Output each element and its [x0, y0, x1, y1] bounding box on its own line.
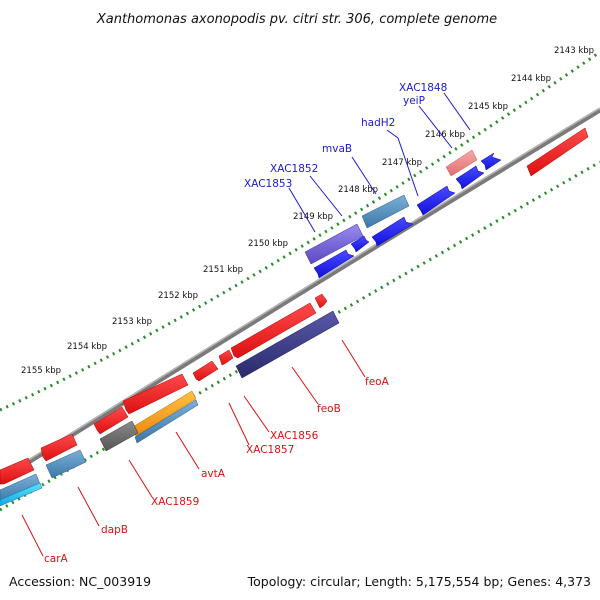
kbp-label: 2148 kbp — [338, 185, 378, 195]
gene-gray-block[interactable] — [99, 420, 139, 452]
gene-label-mvab[interactable]: mvaB — [322, 143, 352, 155]
gene-arrow[interactable] — [526, 127, 589, 177]
gene-label-yeip[interactable]: yeiP — [403, 95, 425, 107]
gene-arrow-small[interactable] — [350, 235, 370, 253]
gene-label-xac1852[interactable]: XAC1852 — [270, 163, 318, 175]
gene-label-xac1857[interactable]: XAC1857 — [246, 444, 294, 456]
kbp-label: 2147 kbp — [382, 158, 422, 168]
gene-pink-block[interactable] — [445, 149, 478, 177]
kbp-label: 2144 kbp — [511, 74, 551, 84]
kbp-label: 2152 kbp — [158, 291, 198, 301]
gene-steel-block-avta[interactable] — [134, 399, 199, 444]
gene-steel-block-dapb[interactable] — [45, 449, 87, 479]
gene-arrow-hadh2[interactable] — [416, 185, 456, 216]
kbp-label: 2154 kbp — [67, 342, 107, 352]
gene-arrow-xac1857[interactable] — [192, 360, 219, 382]
outer-ruler — [0, 50, 600, 412]
kbp-label: 2153 kbp — [112, 317, 152, 327]
genome-backbone — [0, 107, 600, 483]
gene-arrow-xac1853[interactable] — [313, 249, 355, 279]
gene-navy-block-feob[interactable] — [235, 310, 340, 379]
kbp-label: 2145 kbp — [468, 102, 508, 112]
gene-label-dapb[interactable]: dapB — [101, 524, 128, 536]
inner-ruler — [0, 160, 600, 512]
gene-label-feoa[interactable]: feoA — [365, 376, 390, 388]
gene-arrow-xac1852[interactable] — [371, 216, 414, 247]
gene-arrow-xac1859[interactable] — [93, 406, 129, 435]
kbp-tick-labels: 2143 kbp 2144 kbp 2145 kbp 2146 kbp 2147… — [21, 46, 594, 376]
gene-label-xac1856[interactable]: XAC1856 — [270, 430, 319, 442]
forward-leader-lines — [288, 92, 471, 233]
gene-label-xac1859[interactable]: XAC1859 — [151, 496, 199, 508]
gene-arrow-feob[interactable] — [230, 302, 317, 359]
gene-label-xac1848[interactable]: XAC1848 — [399, 82, 447, 94]
gene-label-hadh2[interactable]: hadH2 — [361, 117, 395, 129]
gene-arrow-cara[interactable] — [0, 457, 35, 485]
accession-text: Accession: NC_003919 — [9, 574, 151, 589]
gene-arrow-xac1856[interactable] — [218, 349, 234, 366]
reverse-strand-genes — [0, 293, 340, 507]
gene-arrow-feoa[interactable] — [314, 293, 328, 309]
gene-arrow-yeip[interactable] — [455, 165, 485, 190]
genome-backbone-highlight — [0, 107, 600, 479]
gene-arrow-dapb[interactable] — [40, 433, 78, 462]
kbp-label: 2150 kbp — [248, 239, 288, 249]
gene-cyan-block-cara[interactable] — [0, 482, 43, 507]
gene-label-avta[interactable]: avtA — [201, 468, 226, 480]
kbp-label: 2146 kbp — [425, 130, 465, 140]
kbp-label: 2151 kbp — [203, 265, 243, 275]
kbp-label: 2155 kbp — [21, 366, 61, 376]
forward-strand-genes — [304, 127, 589, 279]
kbp-label: 2149 kbp — [293, 212, 333, 222]
gene-label-feob[interactable]: feoB — [317, 403, 341, 415]
kbp-label: 2143 kbp — [554, 46, 594, 56]
topology-text: Topology: circular; Length: 5,175,554 bp… — [247, 574, 591, 589]
gene-arrow-avta[interactable] — [122, 373, 189, 415]
gene-label-cara[interactable]: carA — [44, 553, 69, 565]
gene-label-xac1853[interactable]: XAC1853 — [244, 178, 292, 190]
gene-purple-block[interactable] — [304, 223, 364, 265]
reverse-leader-lines — [21, 339, 366, 557]
gene-arrow-xac1848[interactable] — [480, 152, 502, 171]
map-title: Xanthomonas axonopodis pv. citri str. 30… — [96, 12, 497, 27]
gene-steel-block-mvab[interactable] — [361, 194, 410, 229]
